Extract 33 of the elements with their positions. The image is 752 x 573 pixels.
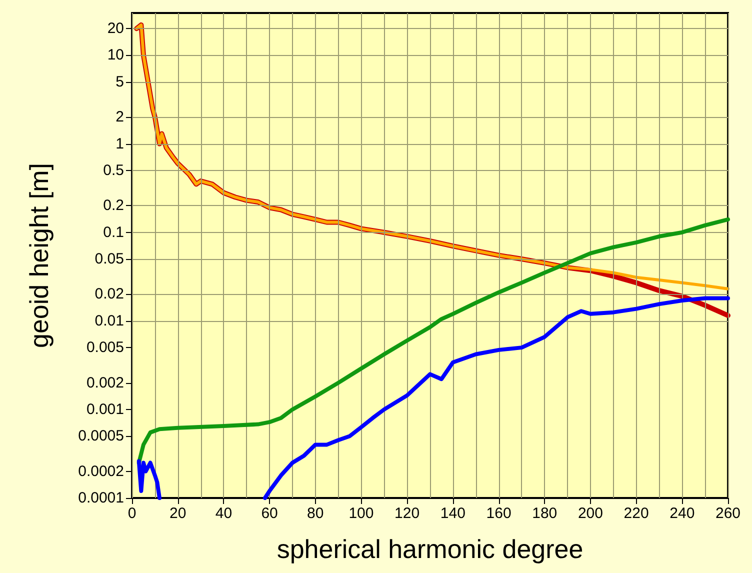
y-tick-label: 20	[107, 20, 124, 38]
y-tick-label: 0.0002	[78, 462, 124, 480]
x-tick-label: 260	[715, 505, 741, 522]
y-tick-label: 0.1	[103, 224, 124, 241]
x-tick-label: 40	[215, 505, 232, 522]
y-tick-label: 0.5	[103, 162, 124, 179]
x-tick-label: 140	[440, 505, 466, 522]
x-tick-label: 20	[170, 505, 186, 522]
y-tick-label: 0.01	[94, 312, 124, 330]
x-tick-label: 120	[394, 505, 420, 522]
x-tick-label: 180	[532, 505, 558, 522]
y-tick-label: 0.0001	[78, 490, 124, 506]
x-tick-label: 0	[128, 505, 136, 522]
x-tick-label: 160	[486, 505, 512, 522]
x-tick-label: 240	[670, 505, 695, 522]
y-tick-label: 0.005	[86, 339, 124, 356]
x-tick-label: 200	[578, 505, 603, 522]
y-tick-label: 0.05	[94, 250, 124, 268]
y-tick-label: 0.2	[103, 197, 124, 214]
x-tick-label: 100	[348, 505, 374, 522]
x-axis-title: spherical harmonic degree	[276, 534, 584, 564]
x-tick-label: 220	[624, 505, 649, 522]
y-tick-label: 5	[116, 73, 124, 90]
y-tick-label: 0.0005	[78, 428, 124, 445]
y-tick-label: 10	[107, 46, 124, 64]
y-axis-title: geoid height [m]	[24, 162, 54, 348]
x-tick-label: 80	[307, 505, 324, 522]
y-tick-label: 0.02	[94, 286, 124, 303]
y-tick-label: 0.002	[86, 374, 124, 392]
y-tick-label: 2	[116, 108, 124, 126]
y-tick-label: 1	[116, 135, 124, 152]
x-tick-label: 60	[261, 505, 278, 522]
y-tick-label: 0.001	[86, 400, 124, 418]
